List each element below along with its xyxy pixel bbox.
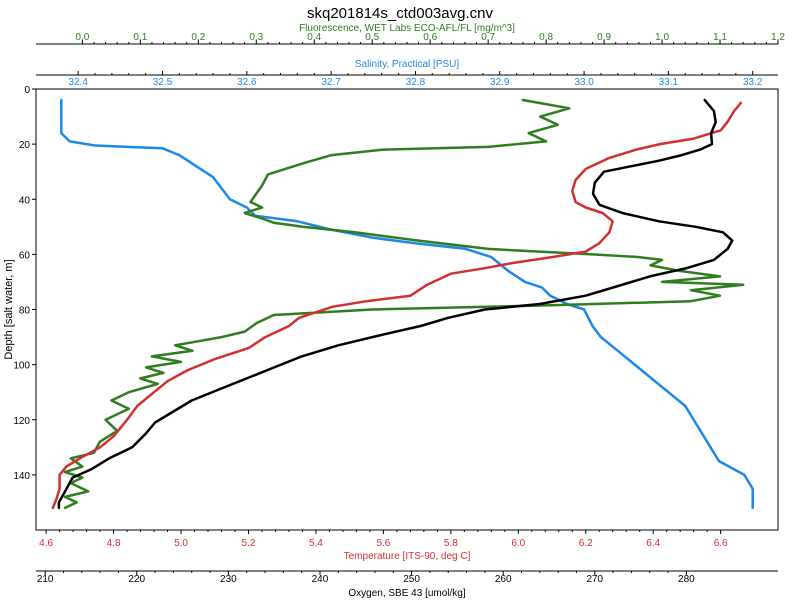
series-layer [51,98,754,510]
salinity-tick-label: 32.8 [406,77,426,88]
fluorescence-tick-label: 0.4 [307,32,321,43]
salinity-axis-label: Salinity, Practical [PSU] [355,59,460,70]
fluorescence-tick-label: 0.0 [75,32,89,43]
temperature-tick-label: 6.0 [511,538,525,549]
fluorescence-tick-label: 1.2 [771,32,785,43]
temperature-tick-label: 6.2 [579,538,593,549]
salinity-tick-label: 32.4 [68,77,88,88]
fluorescence-tick-label: 1.0 [655,32,669,43]
temperature-tick-label: 5.0 [174,538,188,549]
temperature-tick-label: 6.6 [714,538,728,549]
axes-layer: 0 20 40 60 80 100 120 140 Depth [salt water, m] 0… [3,23,785,599]
y-tick-label: 20 [19,140,31,151]
oxygen-tick-label: 280 [678,574,695,585]
fluorescence-tick-label: 0.7 [481,32,495,43]
oxygen-tick-label: 260 [495,574,512,585]
fluorescence-tick-label: 0.6 [423,32,437,43]
fluorescence-tick-label: 0.2 [191,32,205,43]
oxygen-tick-label: 240 [312,574,329,585]
temperature-tick-label: 4.8 [107,538,121,549]
oxygen-tick-label: 230 [220,574,237,585]
temperature-tick-label: 5.8 [444,538,458,549]
fluorescence-tick-label: 0.1 [133,32,147,43]
oxygen-tick-label: 250 [403,574,420,585]
fluorescence-axis-label: Fluorescence, WET Labs ECO-AFL/FL [mg/m^… [299,23,515,34]
temperature-tick-label: 5.2 [242,538,256,549]
fluorescence-tick-label: 0.5 [365,32,379,43]
oxygen-tick-label: 210 [37,574,54,585]
fluorescence-tick-label: 0.8 [539,32,553,43]
y-tick-label: 80 [19,306,31,317]
temperature-axis-label: Temperature [ITS-90, deg C] [344,551,471,562]
chart-title: skq201814s_ctd003avg.cnv [307,5,493,22]
salinity-tick-label: 33.0 [574,77,594,88]
oxygen-profile-line [57,98,734,510]
temperature-tick-label: 5.4 [309,538,323,549]
salinity-tick-label: 32.5 [153,77,173,88]
y-tick-label: 0 [24,85,30,96]
salinity-profile-line [60,98,754,510]
y-tick-label: 140 [13,471,30,482]
oxygen-tick-label: 270 [586,574,603,585]
temperature-tick-label: 6.4 [646,538,660,549]
fluorescence-profile-line [63,98,745,510]
y-tick-label: 40 [19,195,31,206]
fluorescence-tick-label: 0.3 [249,32,263,43]
oxygen-axis-label: Oxygen, SBE 43 [umol/kg] [348,588,466,599]
temperature-profile-line [51,101,743,510]
temperature-tick-label: 4.6 [39,538,53,549]
salinity-tick-label: 32.6 [237,77,257,88]
y-tick-label: 100 [13,361,30,372]
fluorescence-tick-label: 1.1 [713,32,727,43]
salinity-tick-label: 33.2 [743,77,763,88]
temperature-tick-label: 5.6 [376,538,390,549]
y-tick-label: 60 [19,250,31,261]
y-axis-label: Depth [salt water, m] [3,259,15,359]
fluorescence-tick-label: 0.9 [597,32,611,43]
salinity-tick-label: 32.9 [490,77,510,88]
y-tick-label: 120 [13,416,30,427]
salinity-tick-label: 32.7 [321,77,341,88]
oxygen-tick-label: 220 [128,574,145,585]
salinity-tick-label: 33.1 [659,77,679,88]
